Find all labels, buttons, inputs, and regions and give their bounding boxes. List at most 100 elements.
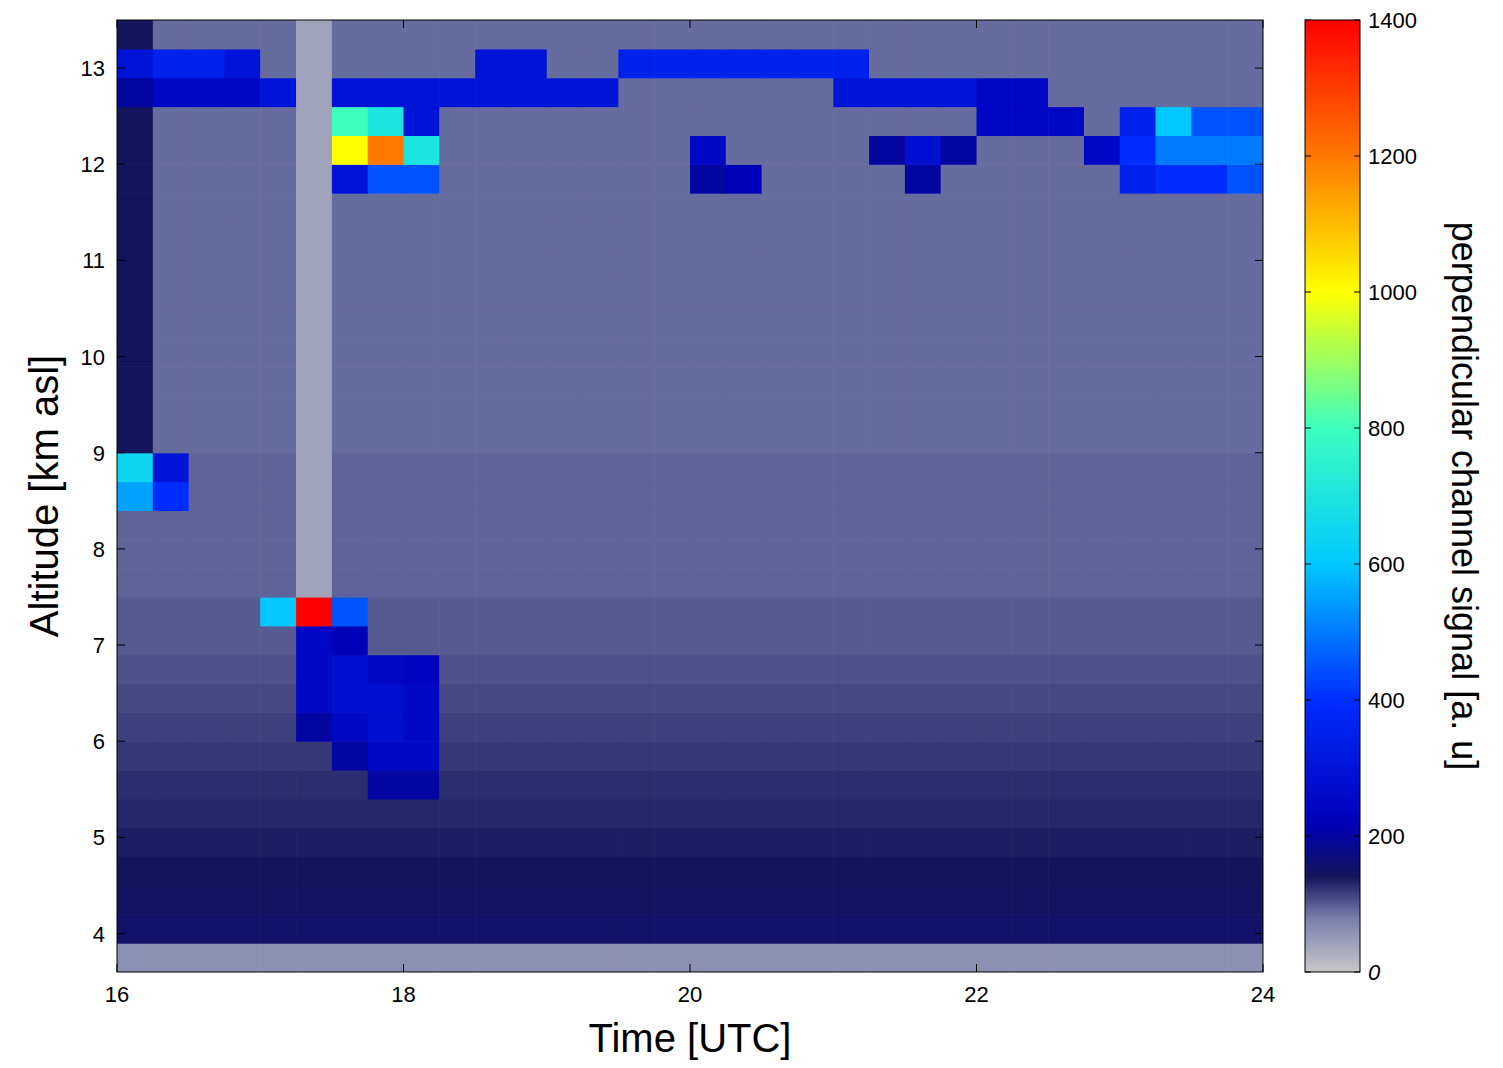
cell <box>797 308 833 337</box>
cell <box>260 251 296 280</box>
cell <box>1120 712 1156 741</box>
cell <box>1012 885 1048 914</box>
cell <box>977 539 1013 568</box>
cell <box>153 857 189 886</box>
cell <box>1048 193 1084 222</box>
cell <box>332 539 368 568</box>
cell <box>260 568 296 597</box>
cell <box>941 770 977 799</box>
cell <box>977 885 1013 914</box>
cell <box>332 712 368 741</box>
cell <box>224 626 260 655</box>
cell <box>153 424 189 453</box>
cell <box>189 626 225 655</box>
cell <box>654 712 690 741</box>
cell <box>224 712 260 741</box>
cell <box>690 366 726 395</box>
cell <box>224 308 260 337</box>
cell <box>1156 135 1192 164</box>
cell <box>869 193 905 222</box>
cell <box>905 799 941 828</box>
colorbar-tick <box>1305 292 1311 293</box>
cell <box>475 222 511 251</box>
cell <box>1227 857 1263 886</box>
cell <box>941 799 977 828</box>
cell <box>1227 510 1263 539</box>
cell <box>1012 626 1048 655</box>
cell <box>941 712 977 741</box>
cell <box>153 78 189 107</box>
cell <box>153 539 189 568</box>
cell <box>439 164 475 193</box>
y-tick-label: 7 <box>93 633 105 658</box>
cell <box>332 857 368 886</box>
cell <box>654 366 690 395</box>
cell <box>475 943 511 972</box>
cell <box>690 453 726 482</box>
cell <box>547 20 583 49</box>
cell <box>618 597 654 626</box>
cell <box>1156 193 1192 222</box>
cell <box>1156 799 1192 828</box>
cell <box>690 280 726 309</box>
y-tick <box>1255 164 1263 165</box>
cell <box>511 684 547 713</box>
cell <box>1012 943 1048 972</box>
cell <box>654 597 690 626</box>
cell <box>618 568 654 597</box>
cell <box>547 799 583 828</box>
cell <box>1191 308 1227 337</box>
cell <box>977 222 1013 251</box>
cell <box>618 684 654 713</box>
cell <box>475 914 511 943</box>
cell <box>618 914 654 943</box>
cell <box>117 424 153 453</box>
cell <box>762 20 798 49</box>
y-tick <box>117 548 125 549</box>
cell <box>1012 164 1048 193</box>
cell <box>977 395 1013 424</box>
cell <box>1191 280 1227 309</box>
cell <box>153 337 189 366</box>
cell <box>1084 510 1120 539</box>
cell <box>1120 424 1156 453</box>
cell <box>869 164 905 193</box>
cell <box>296 684 332 713</box>
cell <box>117 20 153 49</box>
cell <box>404 482 440 511</box>
cell <box>547 885 583 914</box>
cell <box>296 799 332 828</box>
cell <box>654 799 690 828</box>
cell <box>690 597 726 626</box>
cell <box>797 424 833 453</box>
cell <box>224 655 260 684</box>
cell <box>439 135 475 164</box>
cell <box>1227 308 1263 337</box>
cell <box>905 135 941 164</box>
cell <box>368 280 404 309</box>
cell <box>189 78 225 107</box>
cell <box>296 308 332 337</box>
cell <box>511 135 547 164</box>
cell <box>260 885 296 914</box>
cell <box>726 337 762 366</box>
y-tick-label: 6 <box>93 729 105 754</box>
cell <box>332 597 368 626</box>
cell <box>762 943 798 972</box>
cell <box>1048 885 1084 914</box>
cell <box>404 539 440 568</box>
cell <box>762 453 798 482</box>
cell <box>905 770 941 799</box>
cell <box>296 655 332 684</box>
cell <box>404 251 440 280</box>
y-tick-label: 4 <box>93 922 105 947</box>
cell <box>404 626 440 655</box>
cell <box>1084 193 1120 222</box>
cell <box>547 482 583 511</box>
cell <box>869 337 905 366</box>
cell <box>332 741 368 770</box>
cell <box>905 943 941 972</box>
cell <box>618 741 654 770</box>
cell <box>547 597 583 626</box>
cell <box>332 222 368 251</box>
